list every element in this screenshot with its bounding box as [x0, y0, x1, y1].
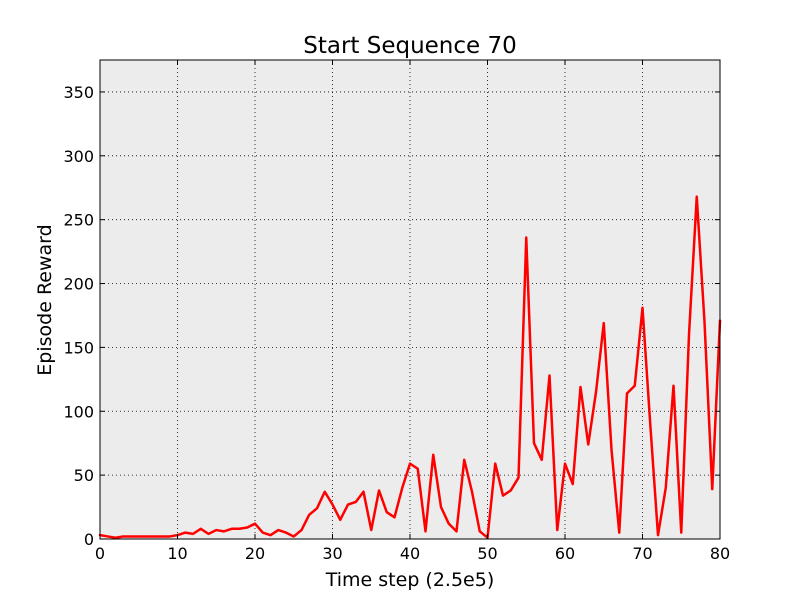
y-tick-label: 300 [63, 147, 94, 166]
y-tick-label: 150 [63, 338, 94, 357]
y-tick-label: 350 [63, 83, 94, 102]
x-tick-label: 60 [555, 544, 575, 563]
y-tick-label: 0 [84, 530, 94, 549]
x-tick-label: 40 [400, 544, 420, 563]
y-tick-label: 250 [63, 211, 94, 230]
plot-area [100, 60, 720, 539]
series-layer [98, 195, 722, 539]
x-tick-label: 10 [167, 544, 187, 563]
chart-title: Start Sequence 70 [303, 33, 517, 59]
x-tick-label: 50 [477, 544, 497, 563]
x-tick-label: 20 [245, 544, 265, 563]
x-tick-labels: 0 10 20 30 40 50 60 70 80 [95, 544, 730, 563]
y-tick-labels: 0 50 100 150 200 250 300 350 [63, 83, 94, 549]
tick-marks [99, 60, 721, 540]
grid-lines [100, 60, 720, 539]
x-axis-label: Time step (2.5e5) [325, 569, 495, 591]
y-axis-label: Episode Reward [34, 224, 56, 375]
x-tick-label: 30 [322, 544, 342, 563]
x-tick-label: 70 [632, 544, 652, 563]
y-tick-label: 100 [63, 402, 94, 421]
x-tick-label: 0 [95, 544, 105, 563]
x-tick-label: 80 [710, 544, 730, 563]
y-tick-label: 200 [63, 275, 94, 294]
y-tick-label: 50 [74, 466, 94, 485]
series-line [98, 195, 722, 539]
